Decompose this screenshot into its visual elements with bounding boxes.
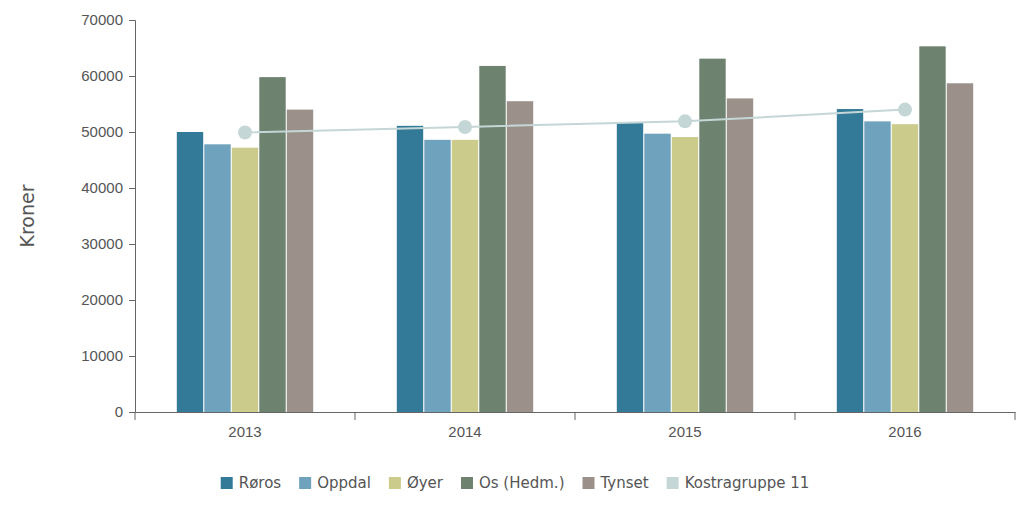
legend-item: Øyer xyxy=(389,474,444,492)
marker xyxy=(458,120,472,134)
y-tick: 30000 xyxy=(81,235,135,252)
legend-label: Kostragruppe 11 xyxy=(685,474,810,492)
bar xyxy=(919,46,945,412)
y-tick-label: 70000 xyxy=(81,11,123,28)
bar xyxy=(479,66,505,412)
bar xyxy=(947,83,973,412)
bar xyxy=(507,101,533,412)
y-tick: 40000 xyxy=(81,179,135,196)
legend-label: Øyer xyxy=(407,474,444,492)
bar xyxy=(177,132,203,412)
legend-item: Tynset xyxy=(582,474,648,492)
legend-swatch xyxy=(299,477,311,489)
legend-label: Tynset xyxy=(599,474,648,492)
bar-series xyxy=(259,46,945,412)
bar xyxy=(699,59,725,412)
y-tick: 20000 xyxy=(81,291,135,308)
y-tick: 0 xyxy=(115,403,135,420)
separator xyxy=(135,412,136,420)
bar-series xyxy=(287,83,973,412)
y-tick-mark xyxy=(129,356,135,357)
category-separators xyxy=(135,412,1015,420)
x-tick-label: 2015 xyxy=(668,423,701,440)
bar xyxy=(397,126,423,412)
bar-series xyxy=(232,124,918,412)
legend-item: Oppdal xyxy=(299,474,371,492)
legend-swatch xyxy=(461,477,473,489)
legend-label: Os (Hedm.) xyxy=(479,474,565,492)
x-tick: 2016 xyxy=(888,412,921,440)
y-tick-label: 10000 xyxy=(81,347,123,364)
separator xyxy=(1015,412,1016,420)
bar xyxy=(452,140,478,412)
x-tick: 2014 xyxy=(448,412,481,440)
plot: 0 10000 20000 30000 40000 50000 60000 70000 2013… xyxy=(81,11,1015,439)
y-axis-line xyxy=(129,21,136,413)
y-tick-mark xyxy=(129,188,135,189)
bar xyxy=(837,109,863,412)
legend-swatch xyxy=(667,477,679,489)
legend-item: Røros xyxy=(221,474,282,492)
legend: Røros Oppdal Øyer Os (Hedm.) Tynset Kostragru… xyxy=(221,474,810,492)
marker xyxy=(678,114,692,128)
bar xyxy=(204,144,230,412)
legend-swatch xyxy=(582,477,594,489)
x-tick-label: 2013 xyxy=(228,423,261,440)
bar xyxy=(259,77,285,412)
bar xyxy=(892,124,918,412)
y-tick-label: 0 xyxy=(115,403,123,420)
y-tick: 10000 xyxy=(81,347,135,364)
chart: 0 10000 20000 30000 40000 50000 60000 70000 2013… xyxy=(0,0,1024,517)
y-tick-mark xyxy=(129,20,135,21)
bar xyxy=(644,134,670,412)
legend-label: Oppdal xyxy=(317,474,371,492)
marker xyxy=(238,126,252,140)
x-tick: 2015 xyxy=(668,412,701,440)
y-tick-mark xyxy=(129,300,135,301)
bar xyxy=(287,110,313,412)
y-tick-label: 20000 xyxy=(81,291,123,308)
legend-item: Kostragruppe 11 xyxy=(667,474,810,492)
y-tick: 50000 xyxy=(81,123,135,140)
x-tick-label: 2016 xyxy=(888,423,921,440)
separator xyxy=(795,412,796,420)
x-axis: 2013 2014 2015 2016 xyxy=(135,412,1016,440)
legend-swatch xyxy=(389,477,401,489)
bar xyxy=(672,137,698,412)
y-tick-label: 40000 xyxy=(81,179,123,196)
y-tick-label: 30000 xyxy=(81,235,123,252)
y-tick-mark xyxy=(129,76,135,77)
marks xyxy=(177,46,973,412)
bar xyxy=(424,140,450,412)
separator xyxy=(575,412,576,420)
marker xyxy=(898,103,912,117)
bar xyxy=(617,123,643,412)
y-tick-mark xyxy=(129,412,135,413)
legend-item: Os (Hedm.) xyxy=(461,474,565,492)
x-tick-label: 2014 xyxy=(448,423,481,440)
y-tick-mark xyxy=(129,244,135,245)
y-tick-label: 60000 xyxy=(81,67,123,84)
separator xyxy=(355,412,356,420)
bar xyxy=(864,121,890,412)
y-tick: 60000 xyxy=(81,67,135,84)
y-tick-label: 50000 xyxy=(81,123,123,140)
legend-swatch xyxy=(221,477,233,489)
bar xyxy=(727,98,753,412)
x-tick: 2013 xyxy=(228,412,261,440)
y-tick: 70000 xyxy=(81,11,135,28)
markers xyxy=(238,103,912,140)
y-tick-mark xyxy=(129,132,135,133)
bar xyxy=(232,148,258,412)
legend-label: Røros xyxy=(239,474,282,492)
line xyxy=(245,110,905,133)
y-axis: 0 10000 20000 30000 40000 50000 60000 70000 xyxy=(81,11,135,420)
y-axis-title: Kroner xyxy=(16,184,38,247)
